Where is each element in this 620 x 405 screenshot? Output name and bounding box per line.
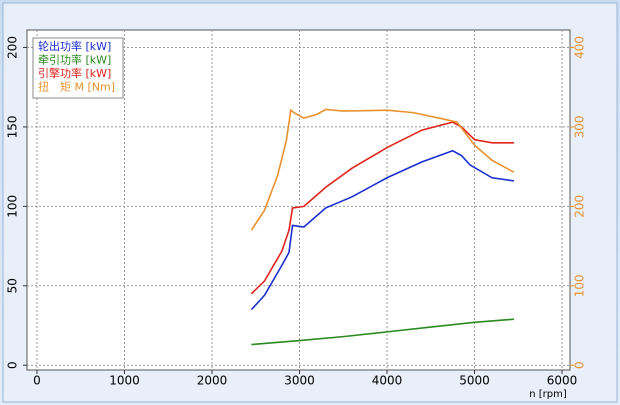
y2-tick-label: 200 bbox=[573, 195, 587, 218]
x-tick-label: 5000 bbox=[459, 374, 490, 388]
y-tick-label: 200 bbox=[6, 36, 20, 59]
series-line bbox=[251, 318, 514, 346]
x-axis-label: n [rpm] bbox=[529, 389, 567, 400]
x-tick-label: 0 bbox=[33, 374, 41, 388]
x-tick-label: 3000 bbox=[284, 374, 315, 388]
legend: 轮出功率 [kW]牵引功率 [kW]引擎功率 [kW]扭 矩 M [Nm] bbox=[32, 37, 124, 99]
legend-label: 牵引功率 [kW] bbox=[38, 53, 111, 67]
legend-label: 轮出功率 [kW] bbox=[38, 39, 111, 53]
x-tick-label: 4000 bbox=[372, 374, 403, 388]
y-tick-label: 50 bbox=[6, 278, 20, 293]
plot-area bbox=[26, 29, 571, 371]
y2-tick-label: 100 bbox=[573, 274, 587, 297]
legend-label: 扭 矩 M [Nm] bbox=[38, 80, 115, 94]
y-tick-label: 150 bbox=[6, 115, 20, 138]
y2-tick-label: 0 bbox=[573, 361, 587, 369]
y2-tick-label: 300 bbox=[573, 115, 587, 138]
y-tick-label: 0 bbox=[6, 361, 20, 369]
legend-box bbox=[32, 37, 124, 99]
legend-label: 引擎功率 [kW] bbox=[38, 66, 111, 80]
y-tick-label: 100 bbox=[6, 195, 20, 218]
series-line bbox=[250, 108, 515, 231]
series-line bbox=[250, 121, 514, 295]
y2-tick-label: 400 bbox=[573, 36, 587, 59]
x-tick-label: 2000 bbox=[197, 374, 228, 388]
x-tick-label: 6000 bbox=[547, 374, 578, 388]
series-line bbox=[250, 149, 515, 311]
x-tick-label: 1000 bbox=[109, 374, 140, 388]
